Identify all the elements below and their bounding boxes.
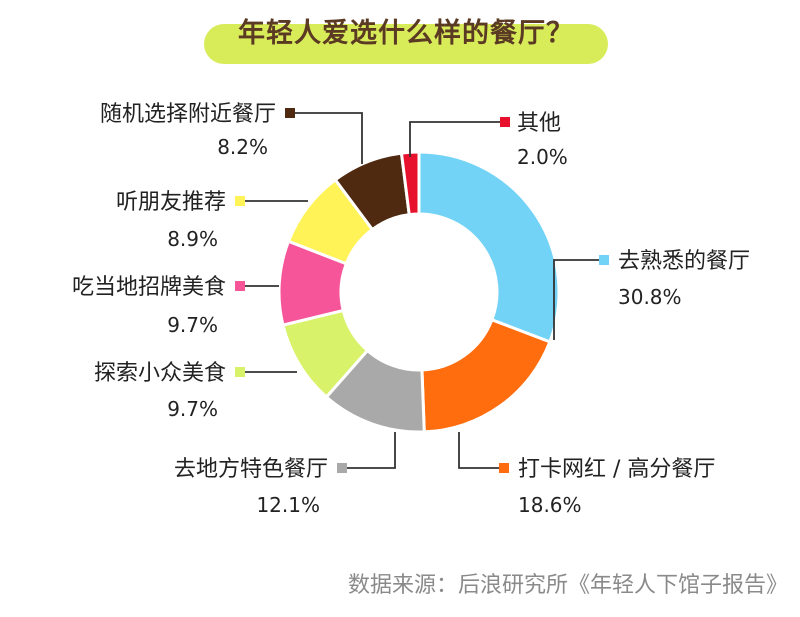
slice-value-7: 2.0% — [517, 145, 568, 169]
slice-7 — [399, 150, 421, 217]
slice-label-0: 去熟悉的餐厅 — [618, 249, 750, 274]
slice-value-0: 30.8% — [618, 285, 682, 309]
legend-marker-2 — [337, 463, 347, 473]
leader-line-6 — [290, 112, 363, 164]
slice-value-5: 8.9% — [167, 227, 218, 251]
legend-marker-7 — [500, 117, 510, 127]
slice-value-1: 18.6% — [518, 493, 582, 517]
slice-label-4: 吃当地招牌美食 — [72, 275, 226, 300]
slice-label-6: 随机选择附近餐厅 — [100, 102, 276, 127]
slice-1 — [420, 317, 552, 434]
legend-marker-6 — [285, 108, 295, 118]
leader-line-7 — [409, 121, 505, 157]
slice-label-5: 听朋友推荐 — [116, 190, 226, 215]
data-source: 数据来源：后浪研究所《年轻人下馆子报告》 — [347, 573, 788, 598]
legend-marker-4 — [235, 281, 245, 291]
slice-label-2: 去地方特色餐厅 — [174, 457, 328, 482]
chart-title: 年轻人爱选什么样的餐厅？ — [238, 18, 574, 49]
title-highlight — [204, 24, 608, 64]
slice-label-7: 其他 — [517, 111, 561, 136]
slice-value-6: 8.2% — [217, 135, 268, 159]
slice-value-4: 9.7% — [167, 313, 218, 337]
slice-0 — [417, 150, 561, 344]
legend-marker-5 — [235, 196, 245, 206]
slice-label-3: 探索小众美食 — [94, 361, 226, 386]
legend-marker-3 — [235, 367, 245, 377]
slice-value-2: 12.1% — [256, 493, 320, 517]
slice-label-1: 打卡网红 / 高分餐厅 — [518, 457, 715, 482]
slice-value-3: 9.7% — [167, 397, 218, 421]
legend-marker-0 — [599, 255, 609, 265]
leader-line-1 — [458, 432, 504, 469]
legend-marker-1 — [499, 463, 509, 473]
leader-line-2 — [342, 432, 396, 469]
leader-line-0 — [553, 259, 604, 340]
